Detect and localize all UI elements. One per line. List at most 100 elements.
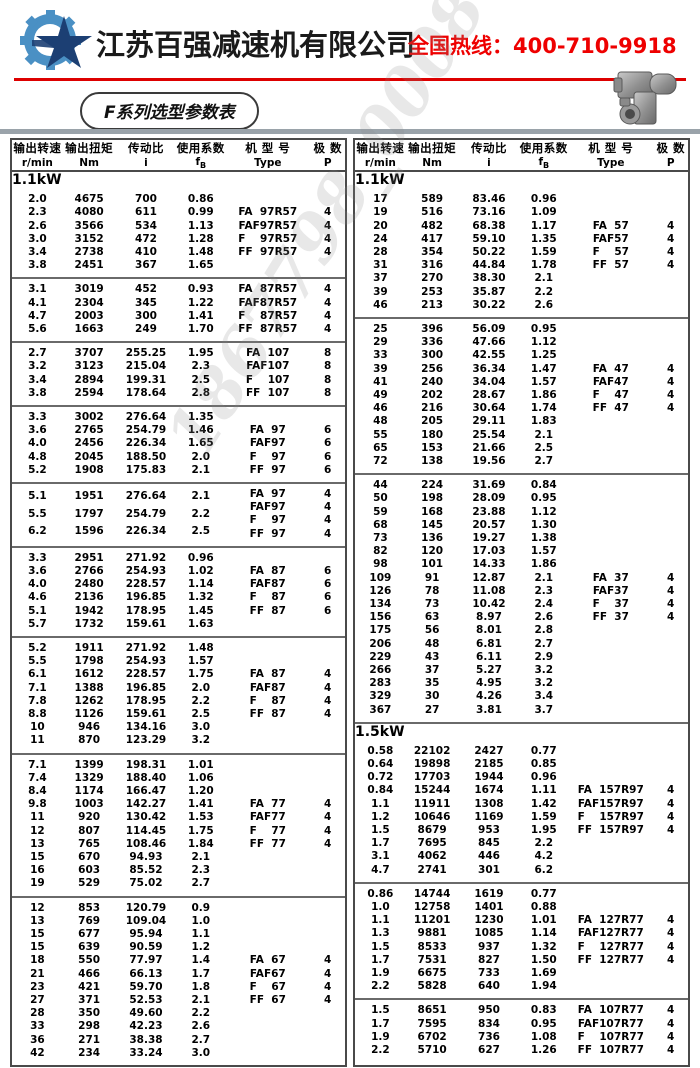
cell-ratio: 130.42 [125, 811, 167, 824]
cell-service-factor: 1.63 [187, 617, 214, 630]
table-row: 4.6 2136 196.85 1.32 [12, 591, 345, 604]
cell-pole-empty [653, 323, 688, 336]
model-type-line: FA 107 [246, 347, 290, 360]
cell-ratio: 30.64 [472, 402, 506, 415]
cell-model-type-empty [568, 980, 653, 993]
table-row: 206 48 6.81 2.7 [355, 638, 688, 651]
model-type-cell: FA 37 FAF37 F 37 FF 37 [568, 572, 653, 625]
header-en-3: fB [538, 156, 550, 171]
cell-model-type-empty [568, 479, 653, 492]
cell-service-factor: 1.14 [530, 927, 557, 940]
cell-ratio: 8.01 [476, 624, 502, 637]
pole-count-line: 4 [667, 914, 675, 927]
cell-model-type-empty [225, 1007, 310, 1020]
cell-ratio: 42.55 [472, 349, 506, 362]
cell-output-speed: 1.1 [371, 797, 390, 810]
cell-model-type-empty [225, 655, 310, 668]
cell-service-factor: 2.1 [534, 272, 554, 285]
cell-model-type-empty [568, 837, 653, 850]
cell-output-speed: 1.5 [371, 824, 390, 837]
cell-service-factor: 2.1 [191, 994, 211, 1007]
model-type-line: F 97 [249, 450, 286, 463]
cell-service-factor: 6.2 [534, 863, 554, 876]
cell-output-torque: 920 [78, 811, 101, 824]
cell-pole-empty [653, 558, 688, 571]
cell-service-factor: 1.65 [187, 437, 214, 450]
cell-service-factor: 0.83 [530, 1004, 557, 1017]
cell-output-speed: 19 [30, 877, 45, 890]
cell-model-type-empty [568, 745, 653, 758]
model-type-line: FF 157R97 [577, 824, 644, 837]
table-row: 5.1 1942 178.95 1.45 [12, 605, 345, 618]
model-type-line: FF 107 [246, 386, 290, 399]
header-en-2: i [487, 157, 491, 170]
cell-model-type-empty [225, 193, 310, 206]
cell-service-factor: 1.74 [530, 402, 557, 415]
cell-pole-empty [653, 415, 688, 428]
cell-ratio: 21.66 [472, 441, 506, 454]
cell-service-factor: 1.70 [187, 322, 214, 335]
table-row: 2.2 5828 640 1.94 [355, 980, 688, 993]
table-row: 15 639 90.59 1.2 [12, 941, 345, 954]
model-type-line: FA 127R77 [577, 914, 644, 927]
cell-service-factor: 1.94 [530, 980, 557, 993]
table-row: 0.72 17703 1944 0.96 [355, 771, 688, 784]
cell-output-torque: 202 [421, 388, 444, 401]
spec-tables: 输出转速 输出扭矩 传动比 使用系数机 型 号极 数 r/min Nm i fB Type P 1.… [0, 138, 700, 1068]
cell-output-torque: 7531 [417, 953, 447, 966]
cell-output-speed: 24 [373, 232, 388, 245]
cell-ratio: 188.50 [125, 450, 167, 463]
cell-ratio: 14.33 [472, 558, 506, 571]
cell-service-factor: 2.0 [191, 450, 211, 463]
cell-ratio: 255.25 [125, 347, 167, 360]
pole-count-line: 6 [324, 591, 332, 604]
cell-output-torque: 17703 [413, 771, 451, 784]
pole-count-line: 4 [324, 283, 332, 296]
cell-ratio: 30.22 [472, 298, 506, 311]
pole-count-line: 4 [667, 362, 675, 375]
cell-output-torque: 2480 [74, 578, 104, 591]
model-type-cell: FA 97 FAF97 F 97 FF 97 [225, 424, 310, 477]
table-row: 3.4 2738 410 1.48 [12, 246, 345, 259]
pole-count-line: 4 [324, 309, 332, 322]
cell-service-factor: 1.95 [530, 824, 557, 837]
cell-output-torque: 371 [78, 994, 101, 1007]
cell-output-torque: 198 [421, 492, 444, 505]
model-type-line: F 87 [249, 591, 286, 604]
cell-model-type-empty [568, 664, 653, 677]
cell-service-factor: 1.13 [187, 219, 214, 232]
header-en-0: r/min [364, 157, 396, 170]
pole-count-line: 8 [324, 373, 332, 386]
cell-output-torque: 270 [421, 272, 444, 285]
cell-service-factor: 1.8 [191, 980, 211, 993]
cell-service-factor: 1.22 [187, 296, 214, 309]
model-type-cell: FA 87R57 FAF87R57 F 87R57 FF 87R57 [225, 283, 310, 336]
cell-output-torque: 15244 [413, 784, 451, 797]
cell-model-type-empty [225, 902, 310, 915]
cell-output-speed: 6.1 [28, 668, 47, 681]
cell-service-factor: 1.02 [187, 564, 214, 577]
pole-count-line: 4 [324, 980, 332, 993]
cell-output-speed: 10 [30, 721, 45, 734]
cell-output-speed: 2.6 [28, 219, 47, 232]
cell-output-speed: 2.0 [28, 193, 47, 206]
pole-count-line: 4 [324, 694, 332, 707]
cell-output-speed: 73 [373, 531, 388, 544]
model-type-line: F 97R57 [238, 232, 298, 245]
cell-pole-empty [653, 429, 688, 442]
cell-ratio: 94.93 [129, 851, 163, 864]
cell-service-factor: 0.96 [187, 551, 214, 564]
cell-output-speed: 0.58 [367, 744, 394, 757]
cell-service-factor: 1.59 [530, 810, 557, 823]
cell-service-factor: 1.57 [530, 375, 557, 388]
cell-output-speed: 16 [30, 864, 45, 877]
cell-service-factor: 2.3 [534, 584, 554, 597]
cell-ratio: 228.57 [125, 668, 167, 681]
cell-ratio: 196.85 [125, 681, 167, 694]
cell-output-speed: 6.2 [28, 525, 47, 538]
